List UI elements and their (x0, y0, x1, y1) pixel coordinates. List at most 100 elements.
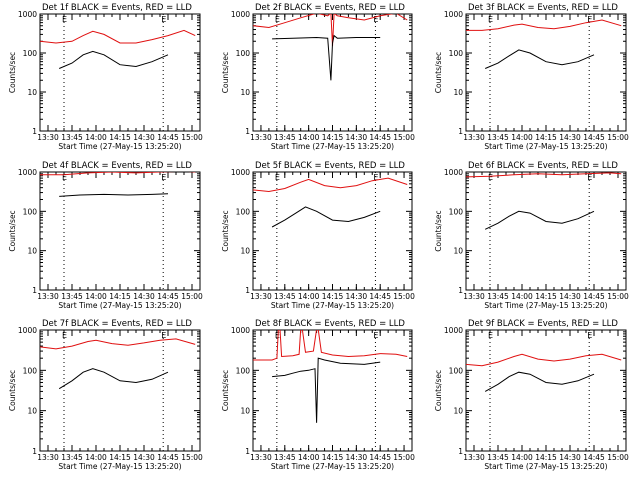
y-tick-label: 1 (245, 447, 250, 456)
x-tick-label: 14:00 (298, 292, 320, 301)
x-tick-label: 13:45 (487, 133, 509, 142)
marker-label: E (488, 331, 493, 340)
marker-label: E (373, 15, 378, 24)
x-tick-label: 14:30 (133, 292, 155, 301)
x-tick-label: 14:45 (583, 133, 605, 142)
x-tick-label: 14:45 (157, 453, 179, 462)
plot-frame (252, 13, 413, 132)
y-tick-label: 1000 (231, 168, 250, 177)
events-series-line (59, 50, 169, 69)
x-tick-label: 14:45 (369, 133, 391, 142)
marker-label: E (587, 173, 592, 182)
events-series-line (271, 206, 381, 228)
y-tick-label: 1 (458, 286, 463, 295)
panel-det-7: Det 7f BLACK = Events, RED = LLD 1 10 100 10… (8, 319, 203, 471)
marker-label: E (161, 15, 166, 24)
x-tick-label: 14:30 (559, 133, 581, 142)
panel-det-2: Det 2f BLACK = Events, RED = LLD 1 10 100 10… (221, 3, 415, 151)
y-tick-label: 100 (23, 366, 38, 375)
y-tick-label: 10 (240, 88, 250, 97)
panel-title: Det 5f BLACK = Events, RED = LLD (255, 161, 405, 171)
marker-label: E (161, 331, 166, 340)
x-axis-label: Start Time (27-May-15 13:25:20) (58, 301, 181, 310)
y-tick-label: 1000 (231, 10, 250, 19)
x-axis-label: Start Time (27-May-15 13:25:20) (58, 142, 181, 151)
lld-series-line (253, 177, 408, 193)
y-axis-label: Counts/sec (8, 210, 17, 251)
panel-title: Det 8f BLACK = Events, RED = LLD (255, 319, 405, 329)
x-tick-label: 15:00 (393, 453, 415, 462)
y-tick-label: 1 (245, 286, 250, 295)
y-axis-label: Counts/sec (221, 52, 230, 93)
x-tick-label: 14:15 (109, 453, 131, 462)
y-tick-label: 10 (27, 247, 37, 256)
marker-label: E (587, 331, 592, 340)
x-tick-label: 14:45 (583, 292, 605, 301)
x-tick-label: 14:00 (511, 133, 533, 142)
x-axis-label: Start Time (27-May-15 13:25:20) (484, 142, 607, 151)
y-tick-label: 100 (236, 207, 251, 216)
events-series-line (484, 210, 595, 230)
events-series-line (59, 193, 169, 197)
x-tick-label: 14:15 (535, 292, 557, 301)
y-tick-label: 1000 (18, 168, 37, 177)
x-axis-label: Start Time (27-May-15 13:25:20) (484, 301, 607, 310)
y-axis-label: Counts/sec (434, 210, 443, 251)
x-tick-label: 13:45 (61, 133, 83, 142)
lld-series-line (40, 172, 196, 176)
x-tick-label: 13:30 (250, 133, 272, 142)
marker-label: E (161, 173, 166, 182)
plot-frame (39, 13, 201, 132)
x-tick-label: 14:30 (346, 133, 368, 142)
y-tick-label: 1 (32, 127, 37, 136)
x-tick-label: 15:00 (393, 133, 415, 142)
marker-label: E (373, 173, 378, 182)
y-tick-label: 100 (23, 49, 38, 58)
y-tick-label: 1 (32, 447, 37, 456)
x-tick-label: 13:30 (37, 133, 59, 142)
x-tick-label: 13:30 (463, 453, 485, 462)
x-tick-label: 13:30 (250, 453, 272, 462)
x-tick-label: 14:00 (511, 453, 533, 462)
y-tick-label: 100 (236, 49, 251, 58)
y-axis-label: Counts/sec (434, 370, 443, 411)
x-tick-label: 14:45 (369, 453, 391, 462)
panel-title: Det 9f BLACK = Events, RED = LLD (468, 319, 618, 329)
marker-label: E (62, 331, 67, 340)
x-tick-label: 13:45 (487, 292, 509, 301)
x-axis-label: Start Time (27-May-15 13:25:20) (271, 462, 394, 471)
x-tick-label: 14:00 (298, 453, 320, 462)
y-axis-label: Counts/sec (221, 210, 230, 251)
x-tick-label: 13:30 (250, 292, 272, 301)
marker-label: E (587, 15, 592, 24)
y-tick-label: 1000 (444, 10, 463, 19)
y-tick-label: 1 (245, 127, 250, 136)
lld-series-line (466, 172, 622, 178)
x-tick-label: 15:00 (393, 292, 415, 301)
x-tick-label: 14:00 (85, 133, 107, 142)
x-tick-label: 15:00 (607, 133, 629, 142)
y-axis-label: Counts/sec (8, 52, 17, 93)
y-tick-label: 1 (458, 127, 463, 136)
y-tick-label: 100 (449, 366, 464, 375)
marker-label: E (373, 331, 378, 340)
lld-series-line (40, 29, 196, 44)
y-tick-label: 10 (240, 407, 250, 416)
y-tick-label: 10 (27, 407, 37, 416)
x-tick-label: 14:45 (157, 133, 179, 142)
x-tick-label: 14:45 (583, 453, 605, 462)
x-tick-label: 14:45 (369, 292, 391, 301)
panel-det-9: Det 9f BLACK = Events, RED = LLD 1 10 100 10… (434, 319, 629, 471)
x-tick-label: 15:00 (607, 292, 629, 301)
plot-frame (465, 13, 627, 132)
panel-title: Det 3f BLACK = Events, RED = LLD (468, 3, 618, 13)
x-tick-label: 14:15 (322, 133, 344, 142)
panel-det-5: Det 5f BLACK = Events, RED = LLD 1 10 100 10… (221, 161, 415, 310)
marker-label: E (488, 15, 493, 24)
x-tick-label: 15:00 (181, 292, 203, 301)
y-tick-label: 10 (453, 407, 463, 416)
y-tick-label: 100 (449, 207, 464, 216)
x-tick-label: 14:30 (559, 292, 581, 301)
x-axis-label: Start Time (27-May-15 13:25:20) (271, 301, 394, 310)
x-tick-label: 14:15 (535, 453, 557, 462)
